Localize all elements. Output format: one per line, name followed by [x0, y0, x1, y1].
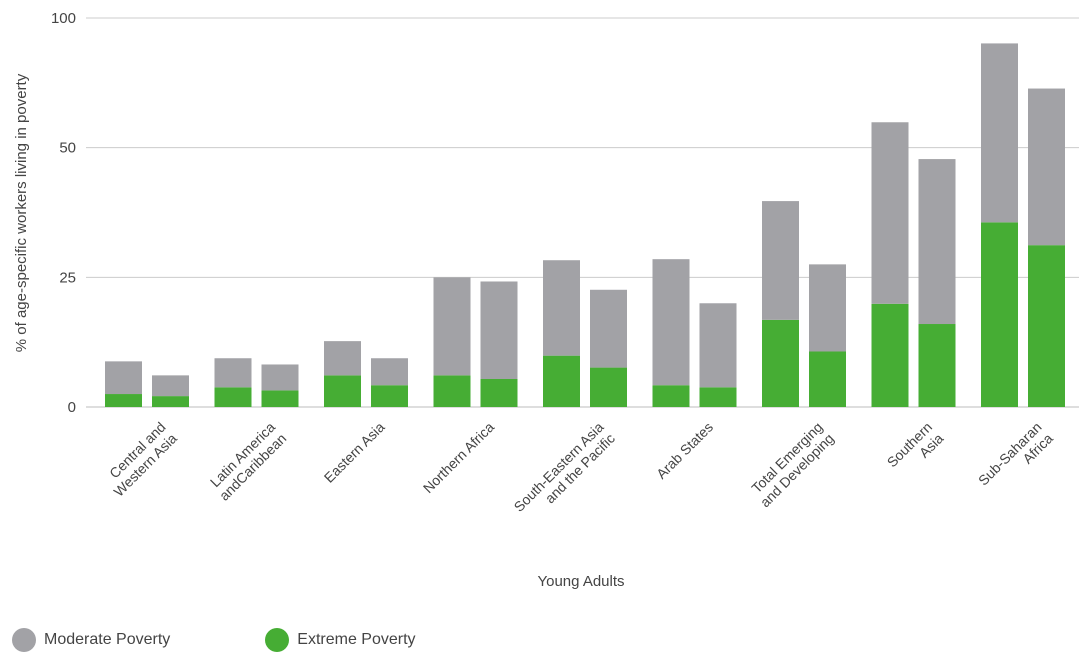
bar-extreme [1028, 245, 1065, 407]
bar-moderate [371, 358, 408, 386]
bar-moderate [871, 122, 909, 304]
legend-label-moderate: Moderate Poverty [44, 631, 171, 648]
legend: Moderate Poverty Extreme Poverty [12, 628, 511, 652]
bar-extreme [918, 324, 956, 407]
bar-extreme [152, 396, 189, 407]
chart: 0 25 50 100 Central andWestern Asia Latin Am… [13, 10, 1079, 590]
y-axis-title: % of age-specific workers living in pove… [13, 73, 30, 352]
bar-extreme [652, 385, 690, 407]
y-tick-label: 50 [59, 140, 76, 157]
x-category-label: South-Eastern Asiaand the Pacific [511, 419, 619, 527]
bar-moderate [590, 289, 627, 368]
bar-moderate [699, 303, 737, 388]
bar-moderate [652, 259, 690, 386]
bar-extreme [981, 222, 1018, 407]
bar-extreme [871, 303, 909, 407]
x-axis-title: Young Adults [537, 573, 624, 590]
x-category-label: Central andWestern Asia [99, 419, 180, 500]
x-category-label: SouthernAsia [884, 419, 947, 482]
bar-extreme [699, 387, 737, 407]
x-category-label: Latin AmericaandCaribbean [205, 419, 290, 504]
bar-extreme [324, 375, 361, 407]
bar-moderate [981, 43, 1018, 223]
bar-extreme [371, 385, 408, 407]
y-axis-ticks: 0 25 50 100 [51, 10, 76, 416]
bar-extreme [809, 351, 846, 407]
y-tick-label: 25 [59, 269, 76, 286]
x-category-label: Arab States [653, 419, 716, 482]
x-category-label: Sub-SaharanAfrica [975, 419, 1056, 500]
bar-moderate [105, 361, 142, 395]
legend-item-extreme: Extreme Poverty [265, 628, 416, 652]
bar-moderate [918, 159, 956, 325]
legend-swatch-moderate [12, 628, 36, 652]
bar-moderate [480, 281, 518, 379]
bar-extreme [590, 367, 627, 407]
legend-label-extreme: Extreme Poverty [297, 631, 416, 648]
legend-item-moderate: Moderate Poverty [12, 628, 170, 652]
bar-extreme [433, 375, 471, 407]
bar-moderate [543, 260, 580, 356]
bar-extreme [214, 387, 252, 407]
bars [105, 43, 1065, 407]
bar-moderate [433, 277, 471, 376]
bar-moderate [762, 201, 799, 320]
bar-moderate [152, 375, 189, 397]
y-tick-label: 0 [68, 399, 76, 416]
legend-swatch-extreme [265, 628, 290, 652]
bar-moderate [1028, 88, 1065, 246]
bar-moderate [809, 264, 846, 352]
x-axis-category-labels: Central andWestern Asia Latin AmericaandC… [99, 419, 1056, 527]
bar-extreme [762, 319, 799, 407]
y-tick-label: 100 [51, 10, 76, 27]
bar-extreme [105, 394, 142, 407]
bar-moderate [261, 364, 299, 391]
x-category-label: Northern Africa [420, 419, 497, 496]
bar-extreme [261, 390, 299, 407]
bar-extreme [480, 378, 518, 407]
bar-moderate [214, 358, 252, 388]
x-category-label: Total Emergingand Developing [746, 419, 837, 510]
bar-moderate [324, 341, 361, 376]
bar-extreme [543, 355, 580, 407]
gridlines [86, 17, 1079, 408]
x-category-label: Eastern Asia [321, 419, 388, 486]
